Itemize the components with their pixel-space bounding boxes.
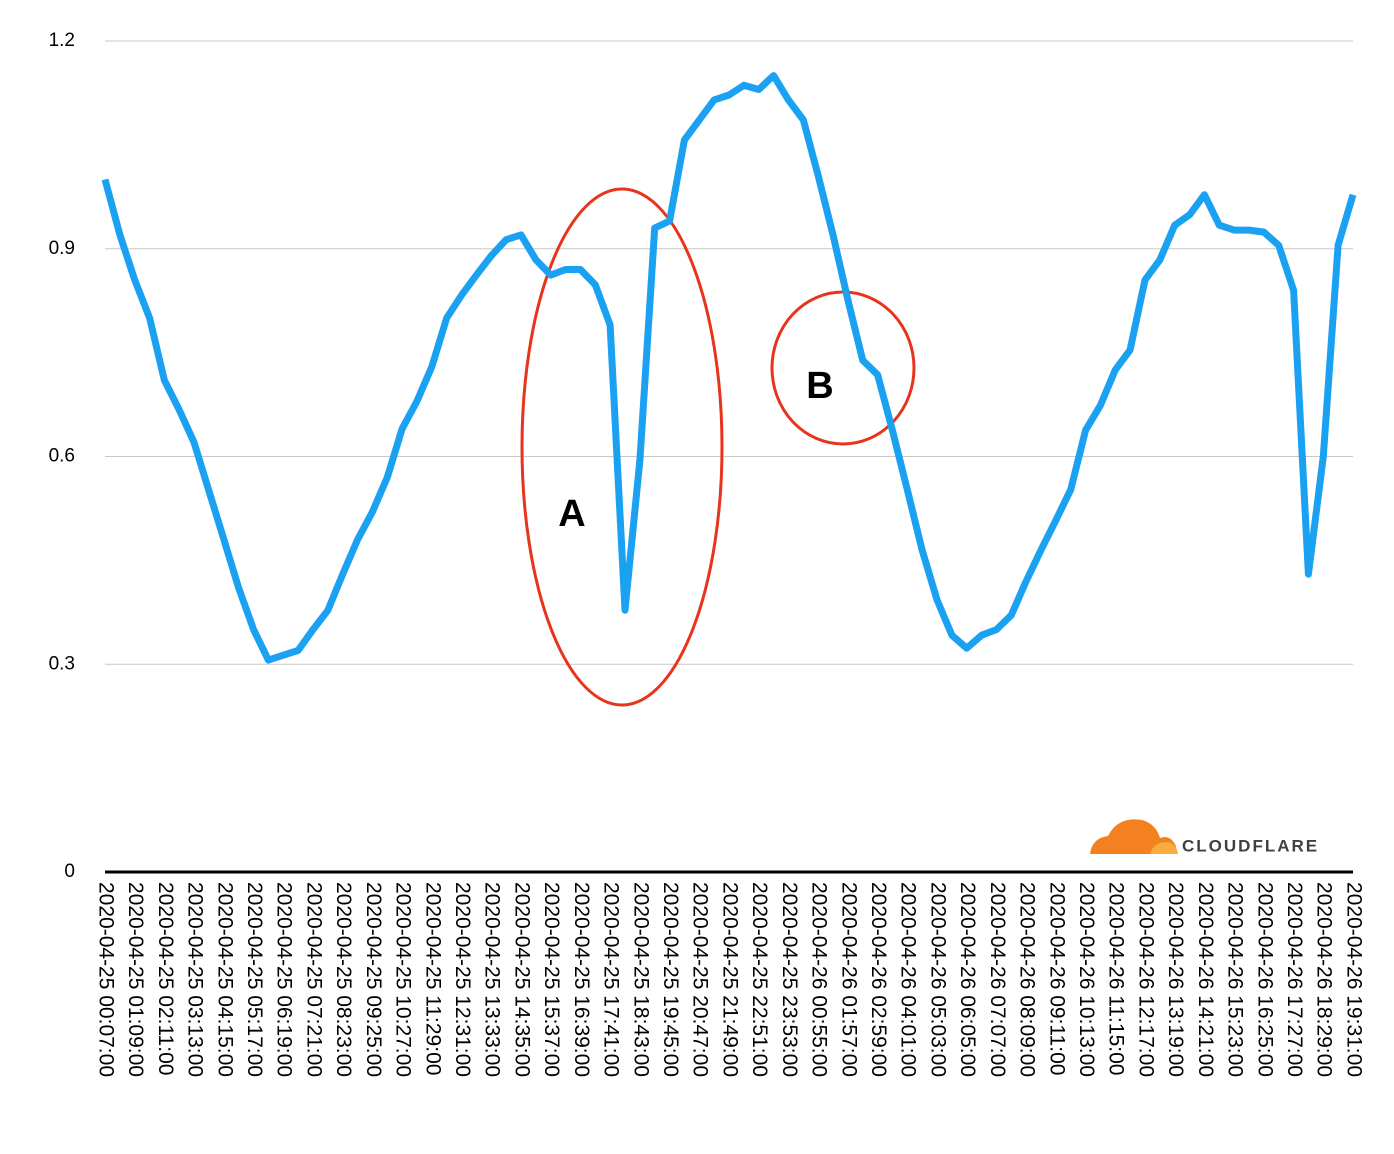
y-tick-label: 0.3 bbox=[49, 653, 75, 674]
x-tick-label: 2020-04-26 19:31:00 bbox=[1342, 882, 1365, 1077]
x-tick-label: 2020-04-25 01:09:00 bbox=[124, 882, 147, 1077]
x-tick-label: 2020-04-26 00:55:00 bbox=[808, 882, 831, 1077]
x-tick-label: 2020-04-25 07:21:00 bbox=[302, 882, 325, 1077]
annotation-ellipse bbox=[520, 187, 724, 707]
x-tick-label: 2020-04-26 11:15:00 bbox=[1105, 882, 1128, 1075]
x-tick-label: 2020-04-25 04:15:00 bbox=[213, 882, 236, 1077]
x-tick-label: 2020-04-25 20:47:00 bbox=[689, 882, 712, 1077]
y-tick-label: 0 bbox=[64, 861, 75, 882]
x-tick-label: 2020-04-26 17:27:00 bbox=[1283, 882, 1306, 1077]
x-tick-label: 2020-04-26 16:25:00 bbox=[1253, 882, 1276, 1077]
x-tick-label: 2020-04-26 04:01:00 bbox=[897, 882, 920, 1077]
x-tick-label: 2020-04-25 19:45:00 bbox=[659, 882, 682, 1077]
x-tick-label: 2020-04-26 13:19:00 bbox=[1164, 882, 1187, 1077]
x-tick-label: 2020-04-26 09:11:00 bbox=[1045, 882, 1068, 1075]
x-tick-label: 2020-04-26 07:07:00 bbox=[986, 882, 1009, 1077]
x-tick-label: 2020-04-26 01:57:00 bbox=[837, 882, 860, 1077]
x-tick-label: 2020-04-25 15:37:00 bbox=[540, 882, 563, 1077]
x-tick-label: 2020-04-26 05:03:00 bbox=[926, 882, 949, 1077]
logo-cloud bbox=[1090, 819, 1176, 854]
x-tick-label: 2020-04-26 06:05:00 bbox=[956, 882, 979, 1077]
x-tick-label: 2020-04-26 10:13:00 bbox=[1075, 882, 1098, 1077]
x-tick-label: 2020-04-25 14:35:00 bbox=[510, 882, 533, 1077]
y-tick-label: 0.6 bbox=[49, 446, 75, 467]
x-tick-label: 2020-04-25 06:19:00 bbox=[273, 882, 296, 1077]
logo-text: CLOUDFLARE bbox=[1182, 836, 1319, 855]
logo-cloud bbox=[1150, 842, 1178, 854]
x-tick-label: 2020-04-25 12:31:00 bbox=[451, 882, 474, 1077]
x-tick-label: 2020-04-25 00:07:00 bbox=[94, 882, 117, 1077]
x-tick-label: 2020-04-25 03:13:00 bbox=[184, 882, 207, 1077]
x-tick-label: 2020-04-25 23:53:00 bbox=[778, 882, 801, 1077]
x-tick-label: 2020-04-26 14:21:00 bbox=[1194, 882, 1217, 1077]
x-tick-label: 2020-04-25 16:39:00 bbox=[570, 882, 593, 1077]
x-tick-label: 2020-04-26 15:23:00 bbox=[1224, 882, 1247, 1077]
x-tick-label: 2020-04-26 18:29:00 bbox=[1313, 882, 1336, 1077]
x-tick-label: 2020-04-26 12:17:00 bbox=[1134, 882, 1157, 1077]
y-tick-label: 1.2 bbox=[49, 30, 75, 51]
data-line bbox=[101, 72, 1357, 664]
x-tick-label: 2020-04-25 09:25:00 bbox=[362, 882, 385, 1077]
annotation: A bbox=[558, 493, 585, 535]
x-tick-label: 2020-04-25 21:49:00 bbox=[718, 882, 741, 1077]
x-tick-label: 2020-04-25 13:33:00 bbox=[481, 882, 504, 1077]
x-tick-label: 2020-04-26 02:59:00 bbox=[867, 882, 890, 1077]
x-tick-label: 2020-04-25 05:17:00 bbox=[243, 882, 266, 1077]
x-tick-label: 2020-04-26 08:09:00 bbox=[1016, 882, 1039, 1077]
x-tick-label: 2020-04-25 18:43:00 bbox=[629, 882, 652, 1077]
annotation: B bbox=[806, 365, 833, 407]
x-tick-label: 2020-04-25 08:23:00 bbox=[332, 882, 355, 1077]
y-tick-label: 0.9 bbox=[49, 238, 75, 259]
x-tick-label: 2020-04-25 10:27:00 bbox=[392, 882, 415, 1077]
x-tick-label: 2020-04-25 22:51:00 bbox=[748, 882, 771, 1077]
x-tick-label: 2020-04-25 02:11:00 bbox=[154, 882, 177, 1075]
x-tick-label: 2020-04-25 11:29:00 bbox=[421, 882, 444, 1075]
logo: CLOUDFLARE bbox=[1090, 819, 1319, 855]
x-tick-label: 2020-04-25 17:41:00 bbox=[600, 882, 623, 1077]
